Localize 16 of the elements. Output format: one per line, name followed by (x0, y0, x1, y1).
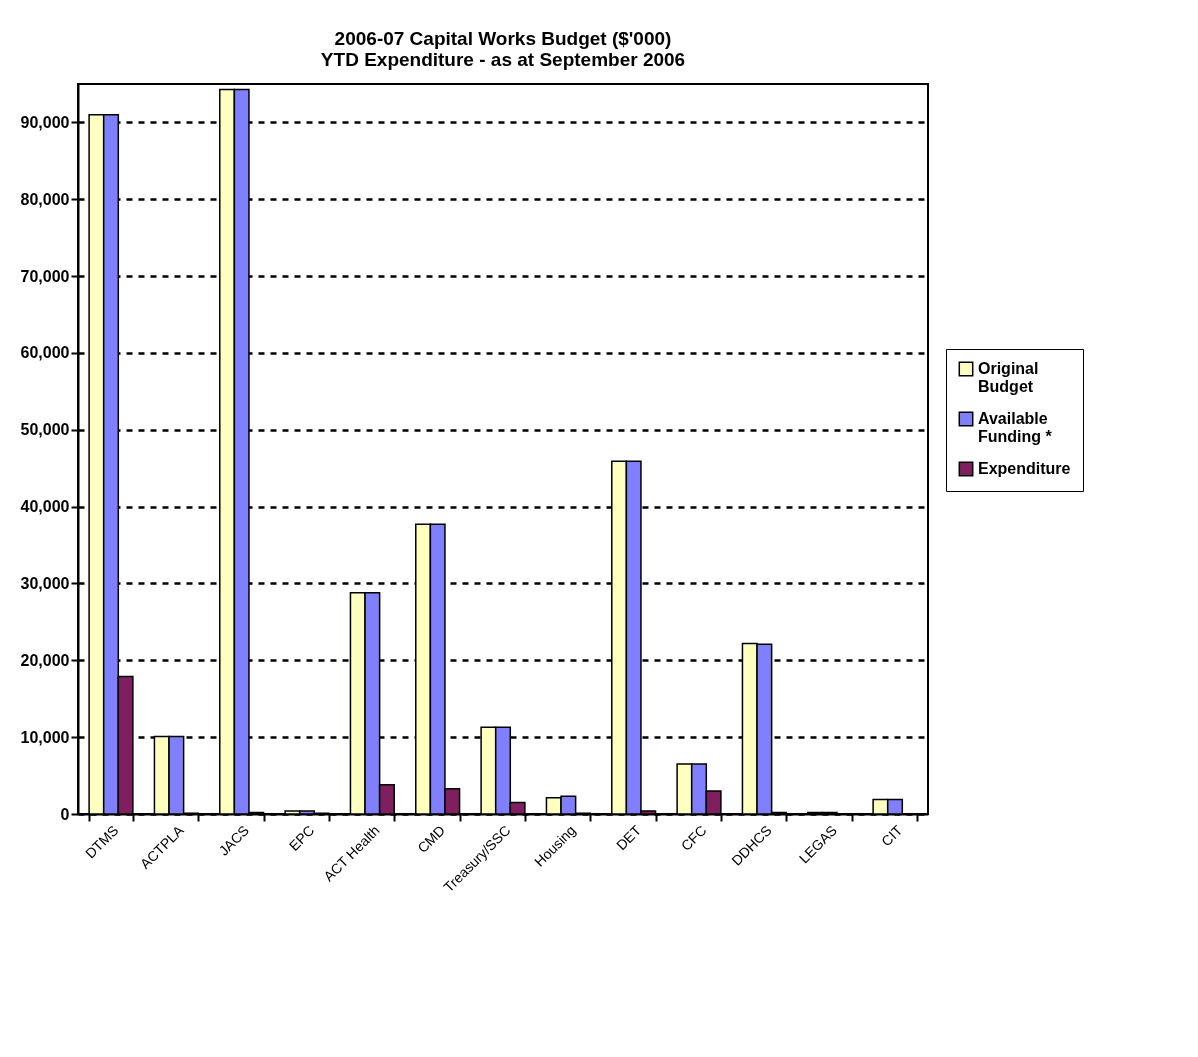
y-tick-label: 80,000 (20, 190, 70, 208)
text: 2006-07 Capital Works Budget ($'000) (334, 28, 672, 49)
y-tick-label: 90,000 (20, 113, 70, 131)
y-tick-label: 40,000 (20, 498, 70, 516)
y-tick-label: 20,000 (20, 651, 70, 669)
y-tick-label: 10,000 (20, 728, 70, 746)
x-tick-label: CIT (878, 821, 906, 850)
y-tick-label: 70,000 (20, 267, 70, 285)
y-tick-label: 50,000 (20, 421, 70, 439)
y-tick-label: 30,000 (20, 574, 70, 592)
text: YTD Expenditure - as at September 2006 (320, 49, 686, 70)
legend-label: Available Funding * (978, 410, 1053, 445)
y-tick-label: 60,000 (20, 344, 70, 362)
y-tick-label: 0 (60, 805, 70, 823)
legend-label: Original Budget (978, 360, 1039, 395)
legend-label: Expenditure (978, 460, 1071, 477)
